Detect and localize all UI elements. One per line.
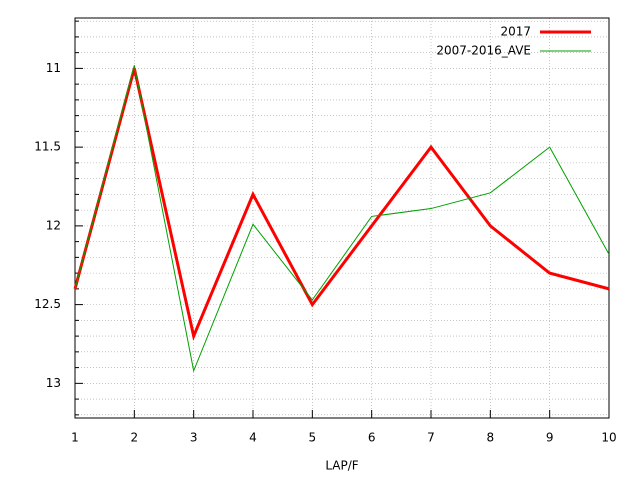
series-line: [73, 68, 610, 342]
x-tick-label: 6: [368, 431, 376, 445]
x-axis-label: LAP/F: [325, 459, 358, 473]
x-tick-label: 9: [546, 431, 554, 445]
series-line: [74, 65, 610, 373]
y-tick-label: 12.5: [34, 297, 61, 311]
x-tick-label: 10: [601, 431, 616, 445]
y-tick-label: 11.5: [34, 140, 61, 154]
y-tick-label: 13: [46, 376, 61, 390]
x-tick-label: 1: [71, 431, 79, 445]
legend-label: 2007-2016_AVE: [436, 44, 531, 58]
x-tick-label: 2: [131, 431, 139, 445]
x-tick-label: 7: [427, 431, 435, 445]
x-tick-label: 4: [249, 431, 257, 445]
x-tick-label: 8: [487, 431, 495, 445]
y-tick-label: 12: [46, 218, 61, 232]
x-tick-label: 3: [190, 431, 198, 445]
plot-frame: [74, 17, 610, 419]
legend-label: 2017: [500, 25, 531, 39]
x-tick-label: 5: [309, 431, 317, 445]
y-tick-label: 11: [46, 61, 61, 75]
